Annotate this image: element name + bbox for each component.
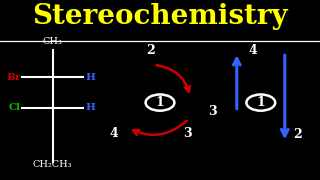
Text: 3: 3 (209, 105, 217, 118)
Text: Br: Br (6, 73, 21, 82)
Text: 4: 4 (109, 127, 118, 140)
Text: 3: 3 (183, 127, 191, 140)
Text: Stereochemistry: Stereochemistry (32, 3, 288, 30)
Text: 1: 1 (156, 96, 164, 109)
Text: CH₃: CH₃ (43, 37, 63, 46)
Text: 4: 4 (248, 44, 257, 57)
Text: 1: 1 (256, 96, 265, 109)
Text: H: H (86, 103, 96, 112)
Text: CH₂CH₃: CH₂CH₃ (33, 160, 73, 169)
Text: H: H (86, 73, 96, 82)
Text: 2: 2 (146, 44, 155, 57)
Text: Cl: Cl (9, 103, 21, 112)
Text: 2: 2 (293, 129, 302, 141)
